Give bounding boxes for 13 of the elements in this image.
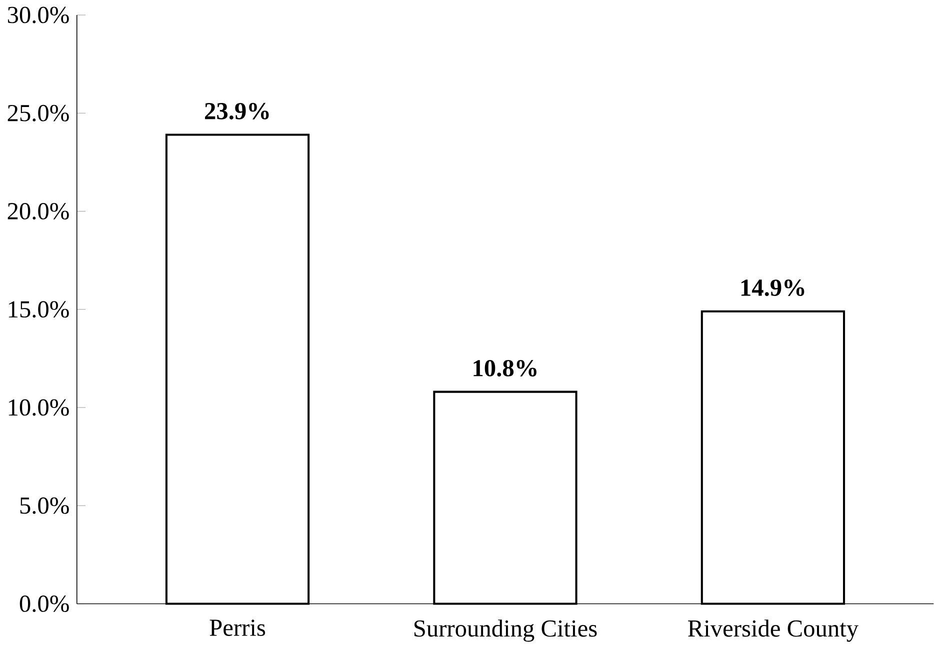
y-tick-label: 25.0%	[8, 105, 69, 122]
x-tick-label: Surrounding Cities	[414, 620, 597, 642]
data-label: 23.9%	[205, 103, 269, 120]
y-tick-label: 0.0%	[20, 596, 69, 612]
y-tick-label: 5.0%	[20, 498, 69, 514]
data-label: 10.8%	[474, 360, 536, 377]
y-tick-label: 15.0%	[8, 301, 69, 318]
y-tick-label: 10.0%	[8, 399, 69, 416]
y-tick-label: 30.0%	[8, 6, 69, 24]
x-tick-label: Riverside County	[688, 620, 858, 642]
data-label: 14.9%	[741, 280, 804, 296]
x-tick-label: Perris	[210, 620, 266, 636]
y-tick-label: 20.0%	[8, 203, 69, 220]
